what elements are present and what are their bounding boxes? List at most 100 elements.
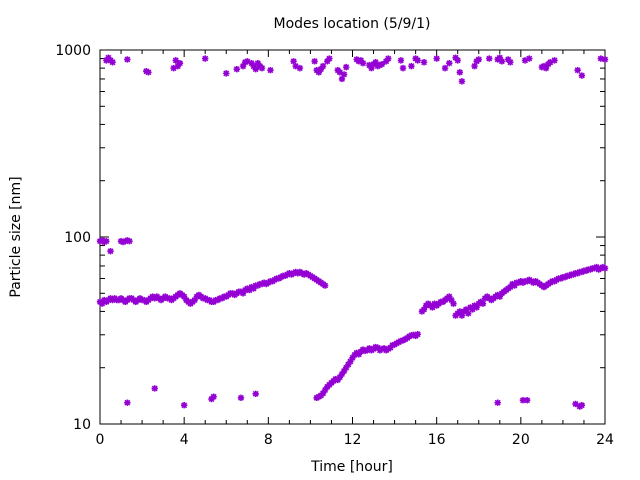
data-point (340, 71, 348, 78)
data-point (237, 394, 245, 402)
data-point (122, 237, 129, 245)
data-point (252, 65, 259, 73)
x-axis: 0 4 8 12 16 20 24 (96, 50, 614, 448)
data-point (378, 60, 386, 68)
data-point (454, 57, 461, 64)
data-point (414, 331, 421, 338)
data-point (462, 306, 470, 313)
data-point (448, 296, 455, 304)
plot-frame (99, 49, 606, 425)
data-point (414, 57, 421, 64)
data-point (317, 65, 325, 73)
data-point (521, 57, 529, 64)
data-point (597, 55, 604, 62)
data-point (475, 56, 482, 63)
data-point (311, 58, 318, 65)
data-point (124, 56, 131, 63)
data-point (338, 75, 346, 83)
data-point (420, 306, 428, 313)
data-point (433, 55, 440, 62)
data-point (420, 59, 428, 66)
data-point (103, 237, 110, 245)
data-point (176, 59, 184, 67)
data-point (107, 247, 114, 255)
data-point (145, 69, 152, 76)
data-point (441, 64, 449, 72)
data-point (496, 54, 503, 61)
data-point (458, 312, 466, 319)
data-point (250, 62, 257, 70)
data-point (313, 394, 320, 402)
data-point (465, 310, 472, 317)
data-point (382, 58, 390, 65)
x-tick-label: 12 (344, 432, 362, 448)
data-point (601, 56, 609, 63)
data-point (446, 293, 453, 300)
data-point (342, 364, 350, 371)
data-point (202, 55, 209, 62)
data-point (258, 64, 266, 72)
data-point (368, 64, 375, 72)
data-point (124, 237, 131, 244)
data-point (321, 386, 329, 394)
data-point (105, 54, 112, 61)
data-point (342, 63, 350, 71)
data-point (601, 265, 609, 272)
data-point (246, 286, 253, 294)
data-point (252, 390, 259, 398)
x-tick-label: 16 (428, 432, 446, 448)
data-point (446, 59, 453, 67)
data-point (267, 66, 274, 74)
data-point (473, 304, 480, 311)
data-point (355, 351, 363, 358)
data-point (399, 64, 407, 72)
data-point (357, 57, 365, 64)
data-point (359, 59, 367, 67)
data-point (319, 62, 327, 70)
data-point (578, 402, 586, 409)
data-point (96, 237, 104, 245)
data-point (347, 358, 354, 365)
data-point (239, 62, 247, 70)
data-point (334, 376, 341, 384)
data-point (507, 59, 514, 66)
x-tick-label: 0 (96, 432, 105, 448)
data-point (250, 285, 257, 292)
data-point (345, 361, 352, 368)
data-point (519, 397, 527, 404)
data-point (486, 55, 493, 62)
data-point (180, 293, 188, 300)
data-point (319, 390, 327, 397)
data-point (223, 70, 230, 77)
data-point (511, 282, 518, 289)
data-point (233, 65, 240, 73)
data-point (458, 78, 466, 85)
data-point (332, 375, 339, 383)
data-point (296, 64, 304, 72)
data-point (397, 57, 405, 64)
data-point (496, 293, 503, 300)
data-point (210, 393, 217, 400)
x-tick-label: 20 (512, 432, 530, 448)
data-point (239, 290, 247, 297)
data-point (551, 57, 558, 64)
x-tick-label: 24 (596, 432, 614, 448)
data-point (338, 370, 346, 378)
data-point (126, 237, 133, 245)
data-point (526, 55, 533, 62)
data-points (96, 54, 609, 410)
data-point (101, 238, 108, 246)
data-point (523, 397, 531, 404)
y-tick-label: 10 (73, 417, 91, 433)
data-point (572, 400, 579, 408)
y-axis: 10 100 1000 (55, 43, 605, 433)
data-point (479, 300, 487, 307)
data-point (456, 308, 464, 315)
data-point (151, 385, 158, 392)
data-point (254, 59, 262, 67)
data-point (241, 59, 249, 66)
data-point (124, 399, 131, 406)
x-tick-label: 4 (180, 432, 189, 448)
y-axis-label: Particle size [nm] (8, 176, 24, 297)
